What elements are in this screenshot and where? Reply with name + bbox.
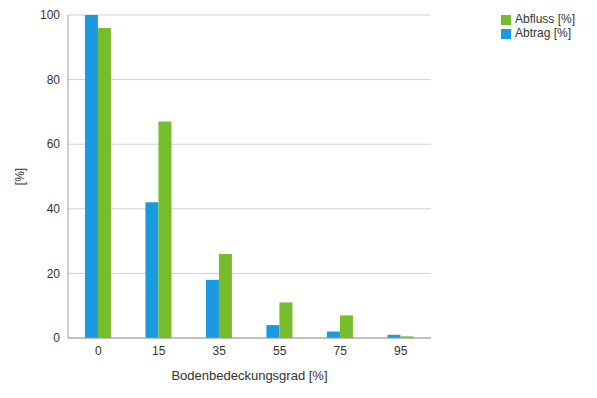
svg-text:20: 20 (47, 267, 61, 281)
html-text:Abtrag [%]: Abtrag [%] (515, 26, 571, 40)
svg-text:55: 55 (273, 344, 287, 358)
svg-text:40: 40 (47, 202, 61, 216)
html-text:Abfluss [%]: Abfluss [%] (515, 12, 575, 26)
svg-text:15: 15 (152, 344, 166, 358)
svg-text:100: 100 (40, 8, 60, 22)
svg-text:75: 75 (334, 344, 348, 358)
svg-text:60: 60 (47, 137, 61, 151)
svg-text:0: 0 (95, 344, 102, 358)
svg-text:95: 95 (394, 344, 408, 358)
svg-text:80: 80 (47, 73, 61, 87)
svg-text:0: 0 (53, 331, 60, 345)
svg-text:[%]: [%] (13, 168, 27, 185)
svg-text:35: 35 (213, 344, 227, 358)
svg-text:Bodenbedeckungsgrad [%]: Bodenbedeckungsgrad [%] (171, 368, 327, 383)
